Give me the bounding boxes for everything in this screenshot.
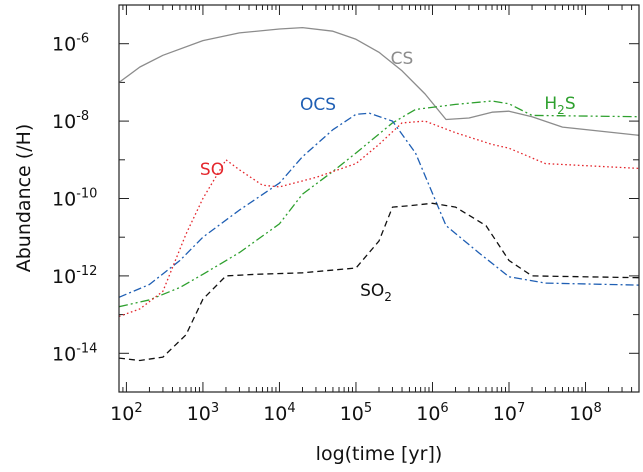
y-tick-label: 10-10 (52, 187, 97, 211)
x-axis-label: log(time [yr]) (316, 443, 443, 465)
series-label-so: SO (200, 160, 224, 180)
series-label-ocs: OCS (300, 95, 336, 115)
x-tick-label: 104 (263, 401, 295, 425)
series-line-so2 (119, 202, 639, 362)
x-tick-label: 106 (416, 401, 448, 425)
x-tick-label: 108 (569, 401, 601, 425)
x-tick-label: 105 (340, 401, 372, 425)
series-line-h2s (119, 100, 639, 308)
series-line-cs (119, 26, 639, 136)
tick-labels: 102 103 104 105 106 107 108 10-6 10-8 10-10 10-12 1… (52, 32, 602, 425)
series-layer (119, 26, 639, 362)
series-label-cs: CS (391, 49, 414, 69)
series-labels: CS H2S OCS SO SO2 (200, 49, 576, 304)
y-axis-label: Abundance (/H) (13, 124, 35, 273)
y-tick-label: 10-6 (52, 32, 89, 56)
series-label-h2s: H2S (544, 94, 575, 117)
y-tick-label: 10-8 (52, 109, 89, 133)
y-tick-label: 10-14 (52, 341, 97, 365)
x-tick-label: 107 (493, 401, 525, 425)
series-line-ocs (119, 112, 639, 298)
x-tick-label: 103 (187, 401, 219, 425)
x-tick-label: 102 (110, 401, 142, 425)
plot-frame (118, 4, 640, 393)
y-tick-label: 10-12 (52, 264, 97, 288)
series-label-so2: SO2 (360, 281, 392, 304)
grid-and-ticks (118, 4, 640, 393)
